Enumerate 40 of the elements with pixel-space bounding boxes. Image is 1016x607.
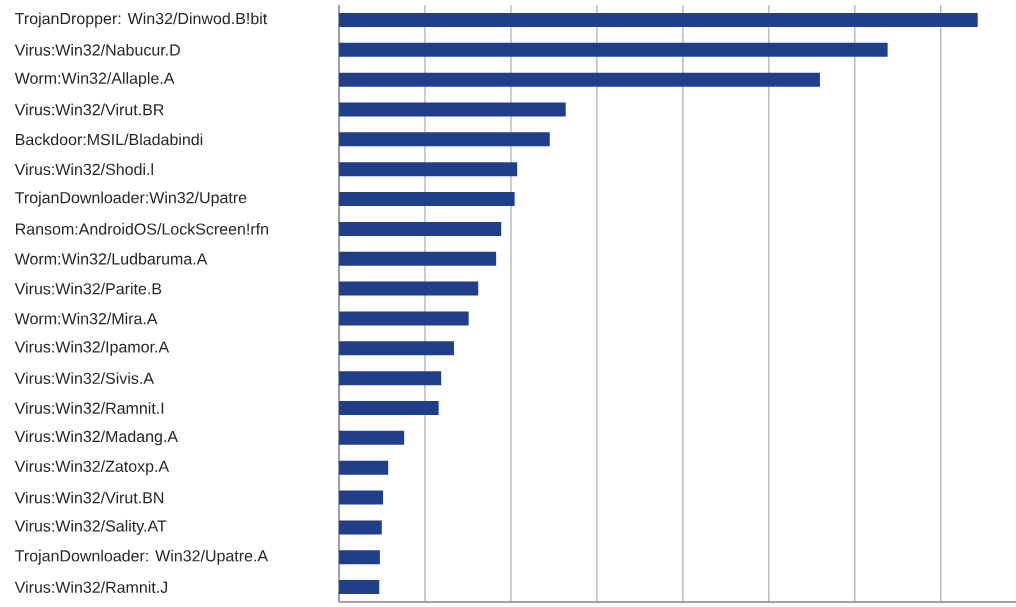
y-tick-label: Virus:Win32/Nabucur.D <box>14 43 180 56</box>
y-tick-label: Virus:Win32/Sivis.A <box>14 372 154 384</box>
y-tick-label: Virus:Win32/Ramnit.I <box>14 402 164 414</box>
bar <box>339 162 518 177</box>
bar <box>339 251 497 266</box>
y-tick-label: Virus:Win32/Zatoxp.A <box>14 460 170 476</box>
bar <box>339 221 502 236</box>
y-tick-label: Virus:Win32/Ipamor.A <box>14 340 170 356</box>
y-tick-label: Virus:Win32/Madang.A <box>14 430 179 446</box>
y-tick-label: Virus:Win32/Sality.AT <box>14 519 167 535</box>
y-tick-label: Worm:Win32/Allaple.A <box>14 72 175 88</box>
y-tick-label: TrojanDownloader:Win32/Upatre <box>15 191 247 207</box>
bar <box>339 72 820 87</box>
y-tick-label: Virus:Win32/Virut.BN <box>14 491 164 504</box>
bar <box>339 311 469 326</box>
y-tick-label: Worm:Win32/Mira.A <box>14 312 158 325</box>
y-tick-label: Virus:Win32/Parite.B <box>14 282 162 295</box>
y-tick-label: Virus:Win32/Shodi.l <box>14 163 153 176</box>
bar <box>339 520 382 535</box>
bar <box>339 281 479 296</box>
bar <box>339 132 550 147</box>
bar <box>339 430 405 445</box>
bar <box>339 550 380 565</box>
bar <box>339 12 978 27</box>
y-tick-label: Ransom:AndroidOS/LockScreen!rfn <box>16 223 268 235</box>
bar <box>339 371 442 386</box>
bar <box>339 192 515 207</box>
bar <box>339 42 888 57</box>
y-tick-label: Backdoor:MSIL/Bladabindi <box>16 133 203 146</box>
bar <box>339 400 439 415</box>
bar <box>339 341 454 356</box>
bar <box>339 102 566 117</box>
bar <box>339 580 380 595</box>
y-tick-label: TrojanDropper: Win32/Dinwod.B!bit <box>15 12 268 28</box>
bar <box>339 490 384 505</box>
y-tick-label: Worm:Win32/Ludbaruma.A <box>14 252 208 265</box>
y-tick-label: Virus:Win32/Virut.BR <box>14 103 164 116</box>
y-tick-label: TrojanDownloader: Win32/Upatre.A <box>15 549 269 565</box>
bar <box>339 460 389 475</box>
y-tick-label: Virus:Win32/Ramnit.J <box>14 581 168 593</box>
